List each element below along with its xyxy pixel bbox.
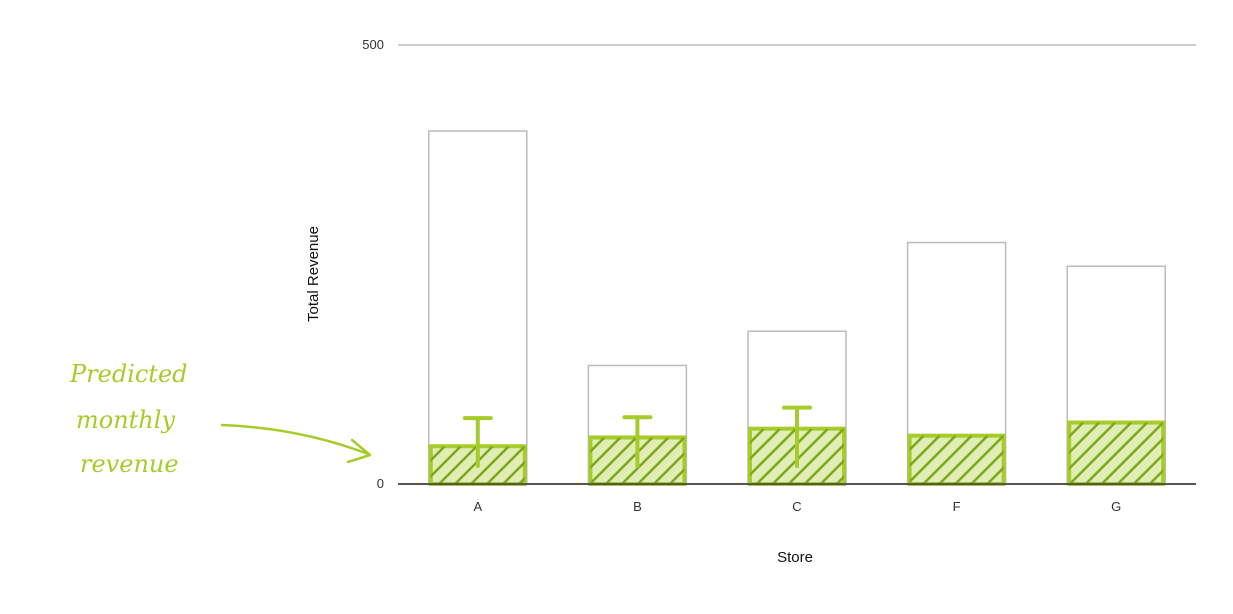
x-tick-label-C: C: [792, 499, 801, 514]
bar-predicted-hatch-F: [909, 435, 1004, 484]
annotation-arrowhead: [346, 438, 372, 464]
y-axis-ticks: 0 500: [362, 37, 384, 491]
annotation-line-3: revenue: [80, 450, 179, 478]
annotation-line-1: Predicted: [69, 360, 188, 388]
x-tick-label-F: F: [953, 499, 961, 514]
predicted-revenue-bars: [428, 405, 1166, 487]
x-tick-label-B: B: [633, 499, 642, 514]
x-axis-title: Store: [777, 549, 813, 566]
annotation-arrow: [220, 423, 370, 456]
annotation: Predicted monthly revenue: [69, 360, 372, 478]
bar-predicted-hatch-C: [750, 428, 844, 485]
bar-predicted-hatch-G: [1069, 422, 1164, 485]
bar-predicted-hatch-A: [430, 446, 525, 485]
bar-predicted-F: [907, 433, 1006, 486]
bar-predicted-hatch-B: [590, 437, 685, 485]
x-tick-label-G: G: [1111, 499, 1121, 514]
annotation-line-2: monthly: [76, 406, 175, 434]
y-tick-label-0: 0: [377, 476, 384, 491]
y-tick-label-500: 500: [362, 37, 384, 52]
y-axis-title: Total Revenue: [305, 226, 322, 322]
x-tick-label-A: A: [473, 499, 482, 514]
